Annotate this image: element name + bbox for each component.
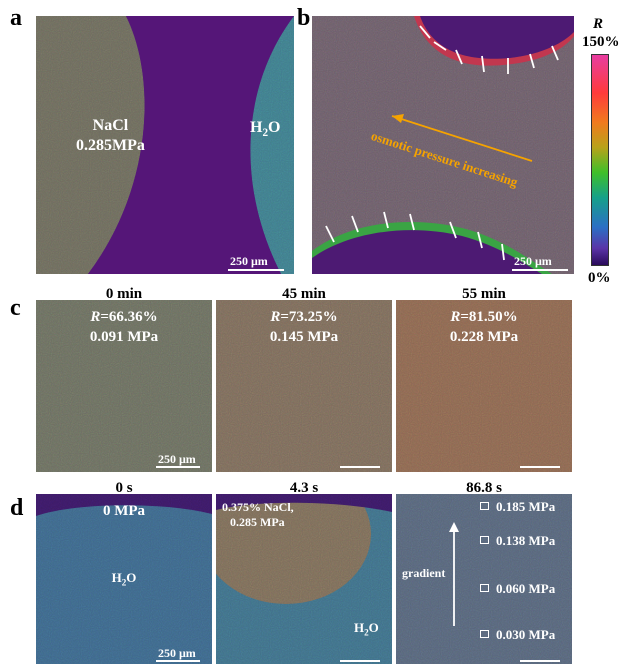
panel-c-label: c	[10, 295, 21, 321]
panel-c3-image: R=81.50% 0.228 MPa	[396, 300, 572, 472]
panel-d2-scale-bar	[340, 660, 380, 662]
panel-c3-mpa: 0.228 MPa	[449, 329, 519, 345]
panel-d2-top-text: 0.375% NaCl, 0.285 MPa	[222, 500, 294, 529]
panel-c1-scale-bar	[156, 466, 200, 468]
colorbar-min-label: 0%	[588, 270, 611, 286]
gradient-label: gradient	[402, 566, 446, 580]
panel-c2-r-value: R=73.25%	[270, 309, 338, 325]
panel-c2-scale-bar	[340, 466, 380, 468]
panel-c3-time: 55 min	[462, 286, 506, 302]
gradient-point-3-marker	[480, 584, 489, 592]
panel-d2-bottom-text: H2O	[354, 620, 379, 638]
panel-d1-scale-text: 250 μm	[158, 646, 196, 660]
panel-c3-r-value: R=81.50%	[450, 309, 518, 325]
gradient-point-4-marker	[480, 630, 489, 638]
panel-c1-scale-text: 250 μm	[158, 452, 196, 466]
panel-b-image: osmotic pressure increasing 250 μm	[312, 16, 574, 274]
gradient-point-2-value: 0.138 MPa	[496, 533, 556, 548]
panel-d1-time: 0 s	[115, 480, 133, 496]
colorbar-title: R	[593, 16, 604, 32]
gradient-point-1-value: 0.185 MPa	[496, 499, 556, 514]
gradient-point-4-value: 0.030 MPa	[496, 627, 556, 642]
panel-d-label: d	[10, 495, 24, 521]
panel-a-h2o-label: H2O	[250, 119, 281, 140]
panel-a-nacl-label: NaCl 0.285MPa	[76, 117, 145, 154]
panel-a-micrograph	[36, 16, 294, 274]
colorbar	[591, 54, 609, 266]
panel-a-image: NaCl 0.285MPa H2O 250 μm	[36, 16, 294, 274]
panel-c3-scale-bar	[520, 466, 560, 468]
panel-a-label: a	[10, 5, 22, 31]
gradient-point-3-value: 0.060 MPa	[496, 581, 556, 596]
colorbar-max-label: 150%	[582, 34, 620, 50]
panel-d1-scale-bar	[156, 660, 200, 662]
panel-d3-time: 86.8 s	[466, 480, 502, 496]
panel-c1-time: 0 min	[105, 286, 143, 302]
panel-d3-image: gradient 0.185 MPa 0.138 MPa 0.060 MPa 0…	[396, 494, 572, 664]
gradient-point-1-marker	[480, 502, 489, 510]
panel-c1-r-value: R=66.36%	[90, 309, 158, 325]
gradient-point-2-marker	[480, 536, 489, 544]
panel-c2-time: 45 min	[282, 286, 326, 302]
panel-c1-mpa: 0.091 MPa	[89, 329, 159, 345]
panel-c2-image: R=73.25% 0.145 MPa	[216, 300, 392, 472]
panel-d2-image: 0.375% NaCl, 0.285 MPa H2O	[216, 494, 392, 664]
panel-c1-image: R=66.36% 0.091 MPa 250 μm	[36, 300, 212, 472]
panel-a-scale-bar	[228, 269, 284, 271]
panel-b-scale-text: 250 μm	[514, 254, 552, 268]
panel-d1-top-text: 0 MPa	[102, 503, 146, 519]
panel-d1-image: 0 MPa H2O 250 μm	[36, 494, 212, 664]
panel-d1-center-text: H2O	[111, 570, 137, 588]
panel-b-scale-bar	[512, 269, 568, 271]
panel-d2-time: 4.3 s	[289, 480, 319, 496]
panel-a-scale-text: 250 μm	[230, 254, 268, 268]
panel-c2-mpa: 0.145 MPa	[269, 329, 339, 345]
panel-b-micrograph	[312, 16, 574, 274]
panel-b-label: b	[297, 5, 311, 31]
panel-d3-scale-bar	[520, 660, 560, 662]
panel-b-arrows	[325, 25, 559, 261]
